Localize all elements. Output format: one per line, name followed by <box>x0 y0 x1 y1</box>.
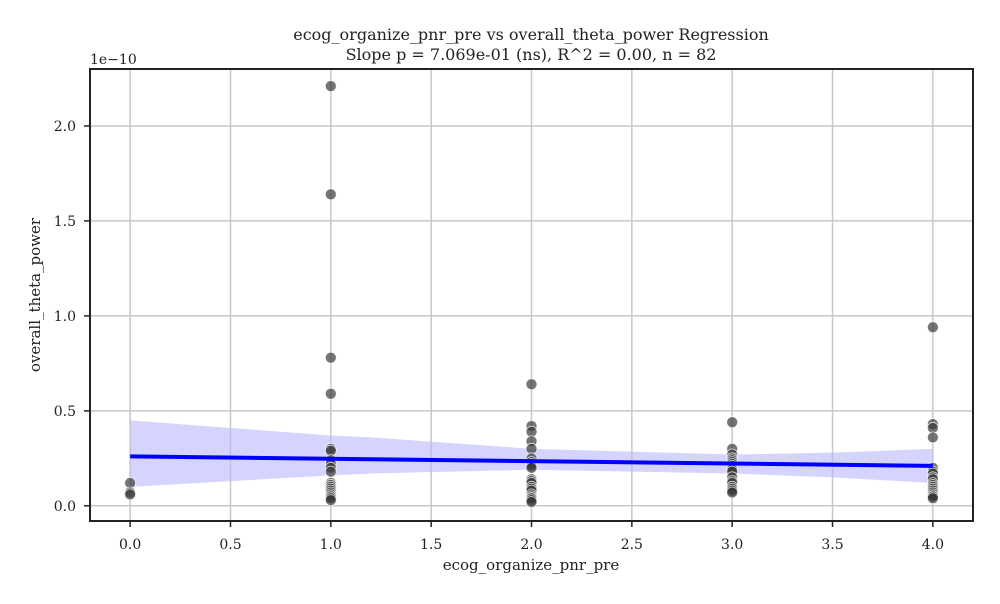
scatter-point <box>324 80 337 92</box>
scatter-point <box>525 496 538 508</box>
x-tick-label: 1.5 <box>420 537 442 553</box>
regression-line-layer <box>130 454 933 468</box>
scatter-point <box>124 488 137 501</box>
scatter-point <box>324 494 337 507</box>
scatter-point <box>726 486 739 499</box>
grid-layer <box>90 69 973 521</box>
scatter-point <box>926 321 939 334</box>
x-tick-label: 0.5 <box>219 537 241 553</box>
scatter-point <box>726 416 739 429</box>
scatter-point <box>926 492 939 505</box>
scatter-point <box>324 351 337 364</box>
y-axis-label: overall_theta_power <box>26 217 44 372</box>
y-tick-label: 2.0 <box>54 119 76 135</box>
x-axis-label: ecog_organize_pnr_pre <box>443 556 620 574</box>
y-scale-label: 1e−10 <box>90 52 137 68</box>
scatter-point <box>525 378 538 391</box>
x-tick-label: 1.0 <box>320 537 342 553</box>
axes-layer <box>84 68 974 527</box>
scatter-point <box>324 387 337 400</box>
x-tick-label: 3.5 <box>821 537 843 553</box>
x-tick-label: 3.0 <box>721 537 743 553</box>
scatter-point <box>926 431 939 444</box>
y-tick-label: 1.0 <box>54 309 76 325</box>
scatter-point <box>324 465 337 478</box>
regression-line <box>130 454 933 468</box>
y-tick-label: 0.0 <box>54 499 76 515</box>
y-tick-label: 0.5 <box>54 404 76 420</box>
y-tick-label: 1.5 <box>54 214 76 230</box>
chart-subtitle: Slope p = 7.069e-01 (ns), R^2 = 0.00, n … <box>346 45 717 64</box>
scatter-point <box>525 461 538 474</box>
x-tick-label: 4.0 <box>922 537 944 553</box>
scatter-point <box>324 188 337 201</box>
x-tick-label: 0.0 <box>119 537 141 553</box>
chart-title: ecog_organize_pnr_pre vs overall_theta_p… <box>293 25 769 44</box>
x-tick-label: 2.0 <box>520 537 542 553</box>
x-tick-label: 2.5 <box>621 537 643 553</box>
